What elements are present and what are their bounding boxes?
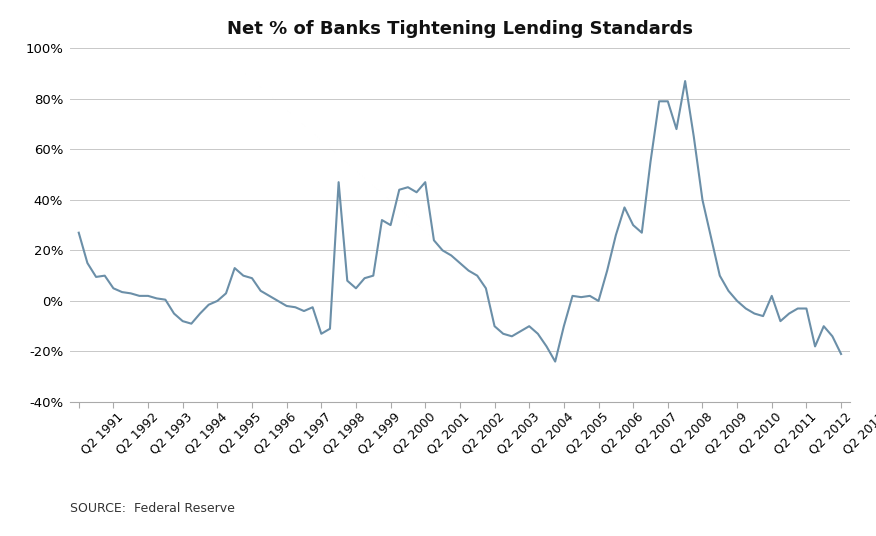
Text: SOURCE:  Federal Reserve: SOURCE: Federal Reserve xyxy=(70,502,235,515)
Title: Net % of Banks Tightening Lending Standards: Net % of Banks Tightening Lending Standa… xyxy=(227,20,693,39)
